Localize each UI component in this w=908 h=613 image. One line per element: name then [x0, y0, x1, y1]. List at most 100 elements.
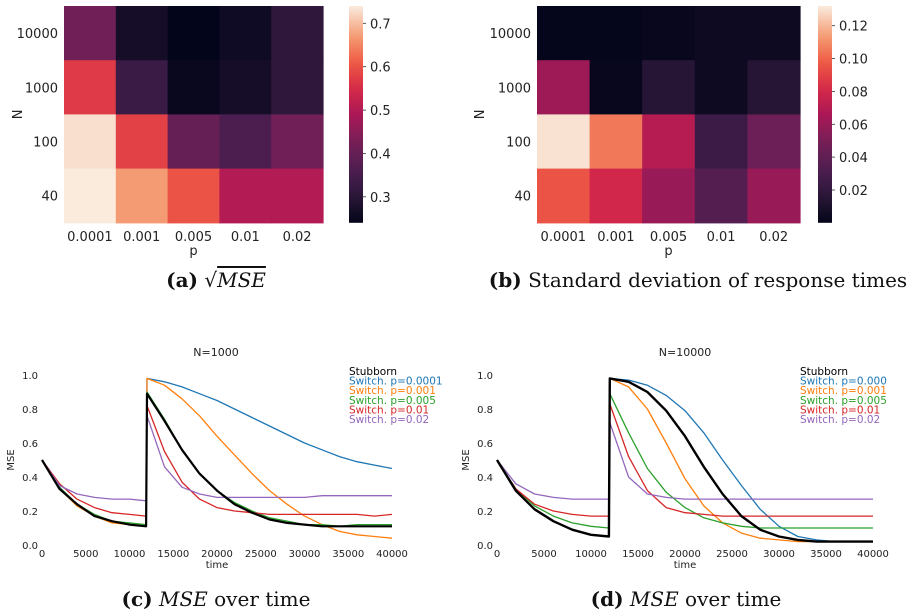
heatmap-cell [167, 114, 220, 170]
caption-tag: (d) [591, 587, 624, 611]
y-tick-label: 0.4 [477, 473, 493, 484]
heatmap-cell [219, 168, 272, 224]
colorbar-tick-label: 0.12 [839, 20, 868, 35]
y-tick-label: 1.0 [22, 371, 38, 382]
heatmap-cell [747, 168, 801, 224]
line-chart-d: N=10000 0.0 0.2 0.4 0.6 0.8 1.0 0 5000 10000 15000… [461, 346, 889, 611]
colorbar-tick-label: 0.04 [839, 151, 868, 166]
heatmap-cell [537, 168, 591, 224]
caption-text: Standard deviation of response times [528, 268, 907, 292]
series-line [496, 421, 873, 500]
colorbar-tick-label: 0.02 [839, 184, 868, 199]
series-line [41, 404, 393, 517]
heatmap-cell [64, 6, 117, 61]
y-tick-label: 0.2 [22, 507, 38, 518]
heatmap-cell [271, 6, 324, 61]
caption-rest: over time [679, 587, 782, 611]
x-tick-label: 25000 [245, 549, 277, 560]
caption-symbol: MSE [629, 587, 679, 611]
y-axis-label: MSE [461, 449, 472, 470]
y-tick-label: 1.0 [477, 371, 493, 382]
x-tick-label: 5000 [531, 549, 556, 560]
heatmap-cell [219, 60, 272, 115]
line-chart-c: N=1000 0.0 0.2 0.4 0.6 0.8 1.0 0 5000 10000 15000 2… [6, 346, 443, 611]
sqrt-symbol: √ [204, 268, 217, 292]
heatmap-cell [115, 6, 169, 61]
caption: (a) √MSE [166, 268, 266, 292]
heatmap-cell [589, 60, 643, 115]
caption-text: MSE [216, 268, 266, 292]
heatmap-cell [537, 60, 591, 115]
x-tick-label: 0.02 [283, 230, 312, 245]
caption-tag: (c) [122, 587, 153, 611]
x-tick-label: 0.005 [175, 230, 212, 245]
heatmap-cell [642, 168, 696, 224]
heatmap-cell [115, 60, 169, 115]
colorbar-tick-label: 0.5 [370, 104, 391, 119]
x-tick-label: 40000 [376, 549, 408, 560]
y-tick-label: 0.2 [477, 507, 493, 518]
series-line [496, 403, 873, 517]
colorbar [818, 6, 832, 223]
caption: (b) Standard deviation of response times [489, 268, 907, 292]
heatmap-cell [115, 114, 169, 170]
heatmap-cell [537, 114, 591, 170]
colorbar-tick-label: 0.7 [370, 17, 391, 32]
heatmap-cell [271, 168, 324, 224]
legend-entry: Stubborn [349, 366, 397, 378]
heatmap-cell [694, 6, 748, 61]
heatmap-cell [747, 114, 801, 170]
x-tick-label: 0.01 [231, 230, 260, 245]
y-tick-label: 100 [33, 136, 58, 151]
legend-entry: Switch. p=0.000 [800, 376, 887, 388]
legend-entry: Switch. p=0.005 [800, 395, 887, 407]
x-axis-label: p [664, 244, 672, 259]
x-tick-label: 35000 [810, 549, 842, 560]
heatmap-cell [537, 6, 591, 61]
x-tick-label: 20000 [201, 549, 233, 560]
heatmap-cell [747, 6, 801, 61]
y-axis-label: N [473, 110, 488, 120]
heatmap-b: 0.0001 0.001 0.005 0.01 0.02 10000 1000 100 40 p N… [473, 6, 907, 292]
legend-entry: Switch. p=0.0001 [349, 376, 443, 388]
caption: (c) MSE over time [122, 587, 311, 611]
heatmap-cell [747, 60, 801, 115]
heatmap-cell [589, 114, 643, 170]
y-tick-label: 10000 [490, 27, 531, 42]
legend-entry: Switch. p=0.01 [349, 404, 429, 416]
colorbar-tick-label: 0.06 [839, 118, 868, 133]
x-tick-label: 40000 [857, 549, 889, 560]
series-line [41, 415, 392, 502]
legend-entry: Stubborn [800, 366, 848, 378]
x-tick-label: 0 [494, 549, 500, 560]
caption: (d) MSE over time [591, 587, 782, 611]
heatmap-cell [167, 168, 220, 224]
y-tick-label: 10000 [17, 27, 58, 42]
colorbar-tick-label: 0.6 [370, 61, 391, 76]
x-tick-label: 15000 [622, 549, 654, 560]
series-line [496, 393, 873, 529]
legend-entry: Switch. p=0.001 [349, 385, 436, 397]
heatmap-cell [219, 6, 272, 61]
heatmap-cell [694, 60, 748, 115]
caption-rest: over time [208, 587, 311, 611]
x-axis-label: time [206, 560, 229, 571]
heatmap-cell [642, 114, 696, 170]
legend-entry: Switch. p=0.02 [349, 414, 429, 426]
y-axis-label: MSE [6, 449, 17, 470]
series-line [41, 392, 392, 528]
colorbar [349, 6, 363, 223]
heatmap-cell [589, 168, 643, 224]
x-tick-label: 30000 [289, 549, 321, 560]
x-tick-label: 0.005 [650, 230, 687, 245]
heatmap-cell [167, 60, 220, 115]
y-tick-label: 0.0 [477, 541, 493, 552]
heatmap-cell [167, 6, 220, 61]
caption-tag: (b) [489, 268, 522, 292]
heatmap-cell [271, 60, 324, 115]
colorbar-tick-label: 0.3 [370, 191, 391, 206]
caption-tag: (a) [166, 268, 198, 292]
heatmap-cell [642, 60, 696, 115]
heatmap-a: 0.0001 0.001 0.005 0.01 0.02 10000 1000 100 40 p N… [11, 6, 391, 292]
series-line [41, 391, 392, 527]
